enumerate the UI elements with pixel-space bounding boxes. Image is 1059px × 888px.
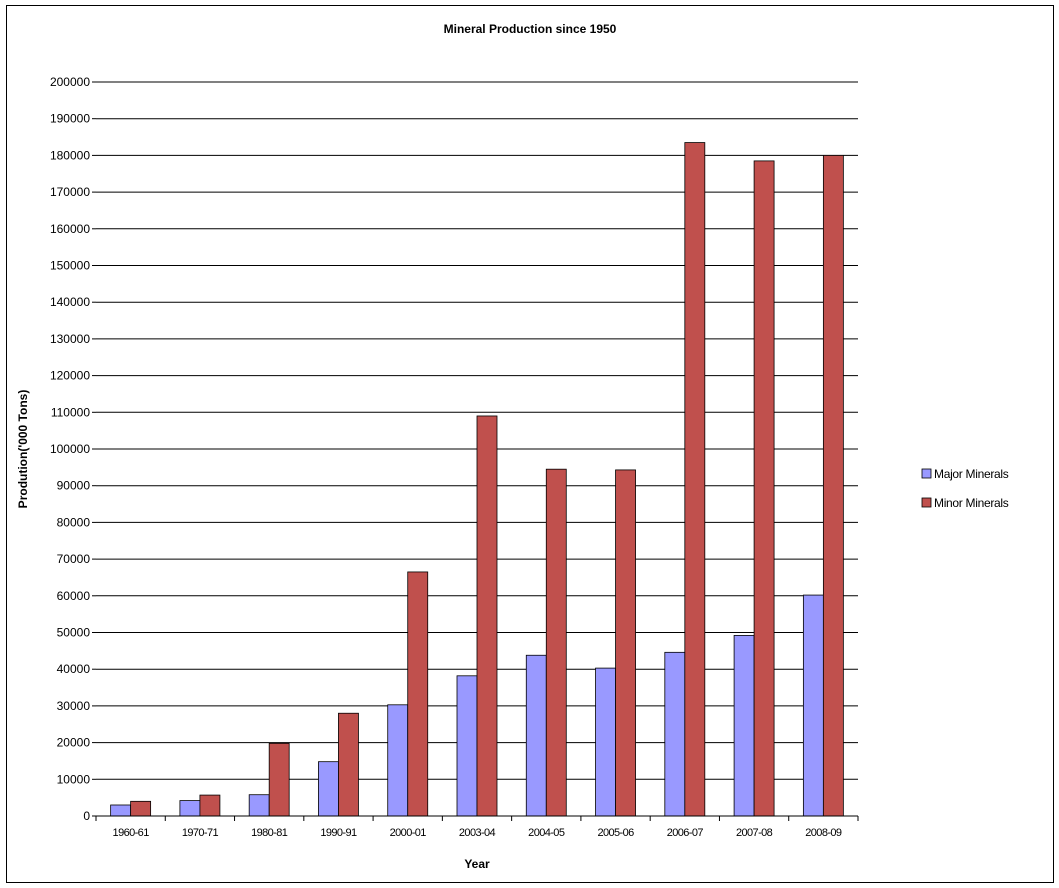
- y-tick-label: 170000: [50, 185, 90, 199]
- bars: [110, 142, 844, 817]
- bar-major-minerals: [595, 667, 616, 817]
- y-tick-label: 60000: [57, 589, 91, 603]
- x-tick-label: 1960-61: [113, 827, 150, 839]
- bar-minor-minerals: [268, 742, 290, 817]
- legend-swatch-major: [921, 468, 932, 479]
- bar-minor-minerals: [130, 800, 152, 817]
- bar-major-minerals: [733, 635, 755, 817]
- y-tick-label: 0: [83, 809, 90, 823]
- legend-label-major: Major Minerals: [934, 467, 1009, 481]
- bar-major-minerals: [318, 761, 339, 817]
- y-tick-label: 40000: [57, 662, 91, 676]
- y-axis-label: Prodution('000 Tons): [16, 390, 30, 509]
- y-tick-label: 130000: [50, 332, 90, 346]
- x-tick-label: 2006-07: [667, 827, 704, 839]
- legend-label-minor: Minor Minerals: [934, 496, 1009, 510]
- y-tick-label: 50000: [57, 626, 91, 640]
- bar-major-minerals: [802, 594, 824, 817]
- y-tick-label: 100000: [50, 442, 90, 456]
- y-tick-label: 120000: [50, 369, 90, 383]
- y-tick-label: 180000: [50, 148, 90, 162]
- y-tick-label: 30000: [57, 699, 91, 713]
- y-tick-label: 160000: [50, 222, 90, 236]
- bar-major-minerals: [248, 794, 270, 817]
- bar-minor-minerals: [338, 712, 359, 817]
- y-tick-label: 150000: [50, 259, 90, 273]
- bar-major-minerals: [179, 800, 201, 817]
- y-tick-label: 80000: [57, 515, 91, 529]
- y-axis-ticks: 0 10000 20000 30000 40000 50000 60000 70000 8000…: [50, 75, 96, 823]
- bar-minor-minerals: [684, 142, 706, 817]
- bar-major-minerals: [110, 804, 132, 817]
- bar-major-minerals: [456, 675, 478, 817]
- x-tick-label: 2003-04: [459, 827, 496, 839]
- y-tick-label: 10000: [57, 772, 91, 786]
- bar-major-minerals: [387, 704, 409, 817]
- y-tick-label: 70000: [57, 552, 91, 566]
- y-tick-label: 140000: [50, 295, 90, 309]
- x-tick-label: 2008-09: [805, 827, 842, 839]
- bar-major-minerals: [525, 654, 547, 817]
- x-tick-label: 1970-71: [182, 827, 219, 839]
- x-tick-label: 1980-81: [251, 827, 288, 839]
- bar-minor-minerals: [545, 468, 567, 817]
- y-tick-label: 200000: [50, 75, 90, 89]
- y-tick-label: 190000: [50, 112, 90, 126]
- bar-minor-minerals: [407, 571, 429, 817]
- x-tick-label: 2005-06: [597, 827, 634, 839]
- y-tick-label: 20000: [57, 736, 91, 750]
- bar-minor-minerals: [476, 415, 498, 817]
- y-tick-label: 110000: [51, 405, 90, 419]
- bar-major-minerals: [664, 651, 686, 817]
- bar-minor-minerals: [199, 794, 221, 817]
- x-axis-label: Year: [464, 857, 490, 871]
- x-tick-label: 2007-08: [736, 827, 773, 839]
- bar-minor-minerals: [822, 154, 844, 817]
- y-tick-label: 90000: [57, 479, 91, 493]
- legend: Major Minerals Minor Minerals: [921, 467, 1009, 510]
- x-tick-label: 2004-05: [528, 827, 565, 839]
- legend-swatch-minor: [921, 497, 932, 508]
- x-tick-label: 1990-91: [320, 827, 357, 839]
- bar-minor-minerals: [615, 469, 636, 817]
- x-tick-label: 2000-01: [390, 827, 427, 839]
- chart-title: Mineral Production since 1950: [444, 22, 617, 36]
- bar-minor-minerals: [753, 160, 775, 817]
- x-axis-ticks: 1960-61 1970-71 1980-81 1990-91 2000-01 2003-…: [95, 816, 859, 839]
